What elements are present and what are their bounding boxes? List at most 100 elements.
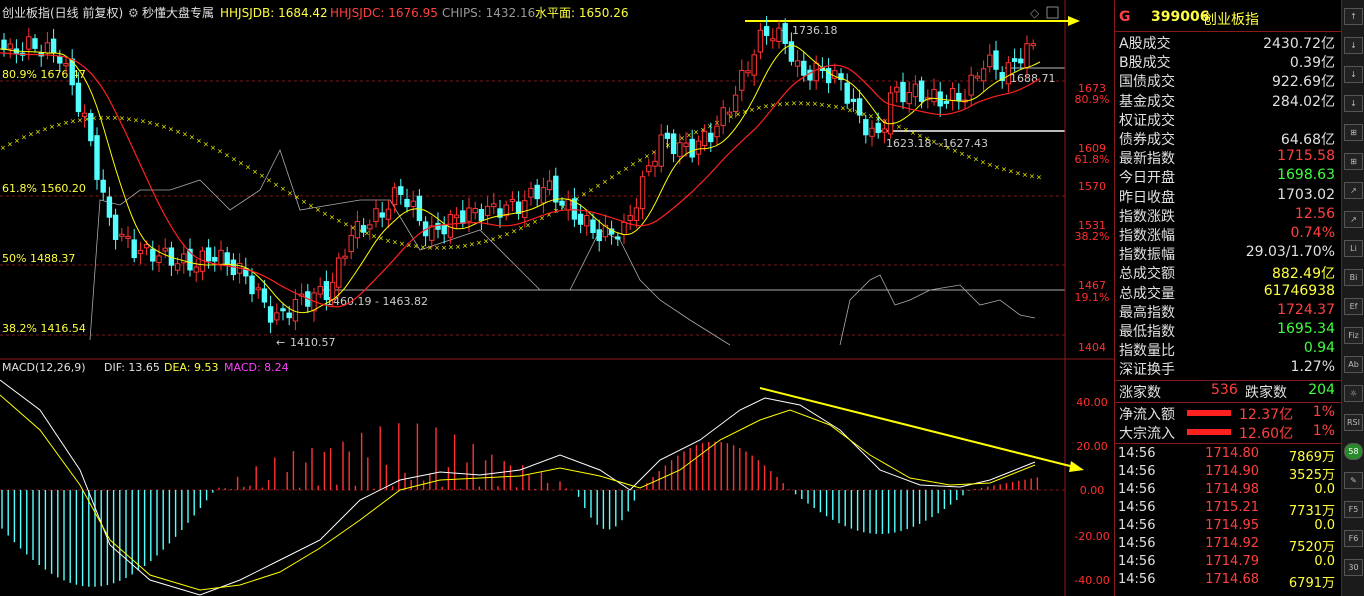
tick-row: 14:56 1714.79 0.0: [1115, 554, 1341, 572]
gear-icon[interactable]: ⚙: [128, 6, 139, 20]
tick-volume: 0.0: [1314, 482, 1335, 497]
tick-time: 14:56: [1118, 518, 1156, 533]
toolbar-button[interactable]: Bi: [1344, 269, 1363, 286]
flow-pct: 1%: [1312, 423, 1335, 439]
candle-body: [794, 60, 801, 67]
candle-body: [379, 212, 385, 218]
stat-value: 1715.58: [1277, 148, 1335, 165]
dot-mark: ×: [294, 194, 300, 202]
candle-body: [894, 86, 900, 93]
toolbar-button[interactable]: ↑: [1344, 8, 1363, 25]
toolbar-button[interactable]: 58: [1344, 443, 1363, 460]
toolbar-button[interactable]: ⊞: [1344, 124, 1363, 141]
candle-body: [491, 203, 497, 208]
dot-mark: ×: [252, 168, 258, 176]
stat-value: 0.39亿: [1289, 55, 1335, 72]
code-prefix: G: [1119, 9, 1131, 25]
dot-mark: ×: [1022, 171, 1028, 179]
toolbar-button[interactable]: ↗: [1344, 211, 1363, 228]
candle-body: [385, 208, 392, 220]
toolbar-button[interactable]: Fiz: [1344, 327, 1363, 344]
toolbar-button[interactable]: ↗: [1344, 182, 1363, 199]
candle-body: [373, 208, 379, 223]
candle-body: [391, 187, 398, 205]
dot-mark: ×: [1008, 168, 1014, 176]
axis-label: 1531: [1078, 219, 1106, 232]
fib-382-label: 38.2% 1416.54: [2, 322, 86, 335]
dot-mark: ×: [910, 129, 916, 137]
stat-label: 最新指数: [1119, 151, 1175, 168]
range-right-label: 1623.18 - 1627.43: [886, 137, 988, 150]
window-toggle-icon[interactable]: [1046, 6, 1059, 19]
stat-row: 最低指数 1695.34: [1115, 321, 1341, 340]
dot-mark: ×: [847, 106, 853, 114]
toolbar-button[interactable]: F5: [1344, 501, 1363, 518]
candle-body: [677, 142, 683, 157]
macd-value: MACD: 8.24: [224, 361, 289, 374]
dot-mark: ×: [112, 114, 118, 122]
toolbar-button[interactable]: 30: [1344, 559, 1363, 576]
dot-mark: ×: [938, 141, 944, 149]
toolbar-button[interactable]: ⊞: [1344, 153, 1363, 170]
kline-chart-area[interactable]: 创业板指(日线 前复权) ⚙ 秒懂大盘专属 HHJSJDB: 1684.42 H…: [0, 0, 1114, 596]
dot-mark: ×: [70, 118, 76, 126]
toolbar-button[interactable]: RSI: [1344, 414, 1363, 431]
macd-label: MACD(12,26,9): [2, 361, 86, 374]
tick-time: 14:56: [1118, 500, 1156, 515]
stat-label: A股成交: [1119, 36, 1171, 52]
dot-mark: ×: [840, 105, 846, 113]
stat-row: 国债成交 922.69亿: [1115, 71, 1341, 90]
candle-body: [119, 233, 125, 237]
index-info-panel: G 399006 创业板指 A股成交 2430.72亿 B股成交 0.39亿 国债成交 9…: [1114, 0, 1343, 596]
dot-mark: ×: [651, 149, 657, 157]
dot-mark: ×: [728, 113, 734, 121]
candle-body: [1011, 58, 1018, 62]
candle-body: [875, 122, 881, 134]
tick-row: 14:56 1714.80 7869万: [1115, 446, 1341, 465]
low-label: 1410.57: [290, 336, 336, 349]
candle-body: [565, 198, 571, 211]
axis-label: 1404: [1078, 341, 1106, 354]
trend-arrows[interactable]: [745, 16, 1084, 472]
stat-value: 1703.02: [1277, 186, 1335, 203]
candlestick-chart[interactable]: 创业板指(日线 前复权) ⚙ 秒懂大盘专属 HHJSJDB: 1684.42 H…: [0, 0, 1114, 596]
dot-mark: ×: [28, 131, 34, 139]
dot-mark: ×: [497, 233, 503, 241]
candle-body: [94, 135, 100, 180]
toolbar-button[interactable]: ↓: [1344, 66, 1363, 83]
dot-mark: ×: [861, 110, 867, 118]
stat-row: 指数量比 0.94: [1115, 340, 1341, 359]
macd-dif: DIF: 13.65: [104, 361, 160, 374]
candle-body: [633, 207, 640, 221]
candle-body: [732, 94, 739, 112]
axis-label: 19.1%: [1075, 291, 1110, 304]
toolbar-button[interactable]: ✎: [1344, 472, 1363, 489]
dot-mark: ×: [336, 217, 342, 225]
candle-body: [1, 39, 7, 50]
toolbar-button[interactable]: Li: [1344, 240, 1363, 257]
dot-mark: ×: [119, 115, 125, 123]
toolbar-button[interactable]: ↓: [1344, 95, 1363, 112]
toolbar-button[interactable]: Ef: [1344, 298, 1363, 315]
candle-body: [881, 128, 888, 133]
toolbar-button[interactable]: ☼: [1344, 385, 1363, 402]
dot-mark: ×: [959, 150, 965, 158]
candle-body: [980, 68, 987, 82]
toolbar-button[interactable]: ↓: [1344, 37, 1363, 54]
toolbar-button[interactable]: Ab: [1344, 356, 1363, 373]
candle-body: [478, 208, 485, 221]
dot-mark: ×: [84, 115, 90, 123]
down-count-value: 204: [1308, 382, 1335, 398]
candle-body: [763, 26, 770, 36]
tick-time: 14:56: [1118, 464, 1156, 479]
candle-body: [131, 239, 137, 259]
diamond-icon[interactable]: ◇: [1030, 6, 1040, 20]
toolbar-button[interactable]: F6: [1344, 530, 1363, 547]
stat-row: 基金成交 284.02亿: [1115, 91, 1341, 110]
price-annotations: 80.9% 1676.47 61.8% 1560.20 50% 1488.37 …: [2, 24, 1056, 349]
dot-mark: ×: [882, 118, 888, 126]
tick-price: 1714.90: [1205, 464, 1259, 479]
candle-body: [602, 224, 609, 238]
tick-row: 14:56 1714.98 0.0: [1115, 482, 1341, 500]
dot-mark: ×: [308, 202, 314, 210]
